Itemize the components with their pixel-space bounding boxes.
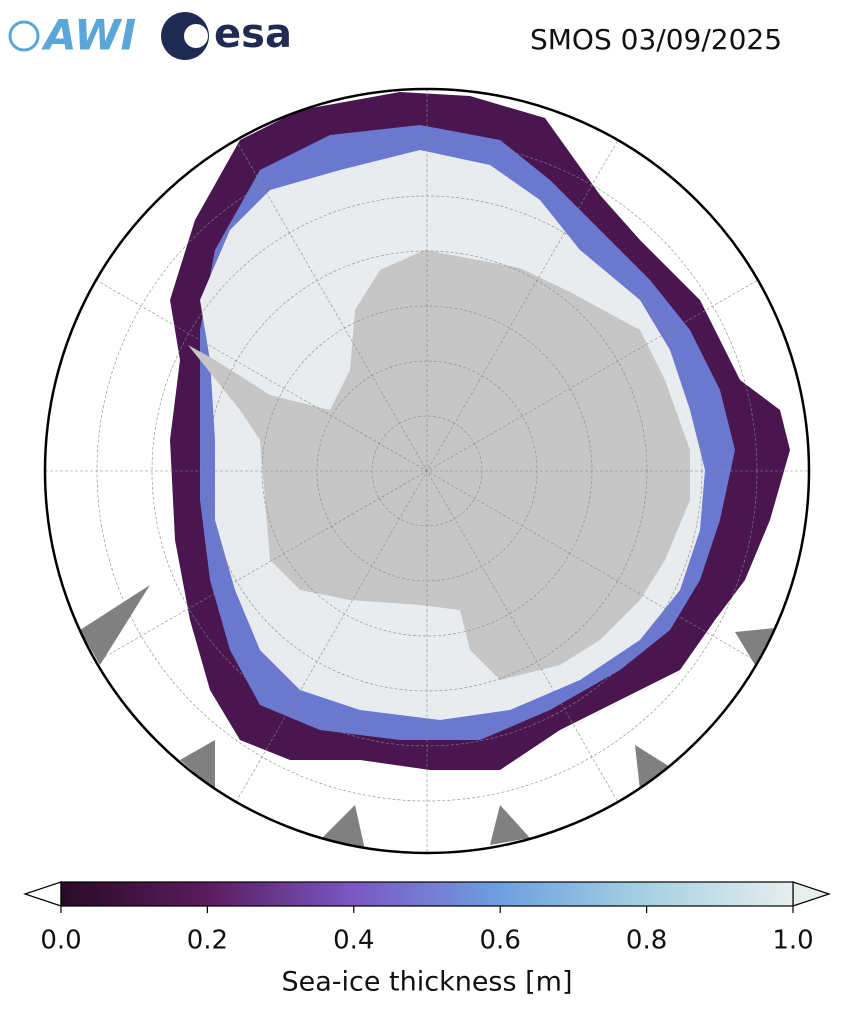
graticule bbox=[45, 89, 809, 853]
colorbar-tick-label: 0.6 bbox=[480, 926, 521, 956]
colorbar-ramp bbox=[60, 881, 794, 907]
colorbar-tick-label: 1.0 bbox=[772, 926, 813, 956]
antarctica bbox=[188, 250, 690, 680]
colorbar-under bbox=[23, 881, 62, 907]
colorbar-label: Sea-ice thickness [m] bbox=[281, 967, 572, 998]
colorbar-tick-label: 0.4 bbox=[333, 926, 374, 956]
colorbar: Sea-ice thickness [m] bbox=[23, 881, 831, 998]
colorbar-tick-label: 0.2 bbox=[187, 926, 228, 956]
awi-icon bbox=[8, 20, 40, 52]
colorbar-tick-label: 0.0 bbox=[40, 926, 81, 956]
awi-logo: AWI bbox=[41, 11, 136, 60]
esa-icon-inner bbox=[184, 24, 208, 48]
esa-logo: esa bbox=[214, 11, 292, 57]
map bbox=[45, 89, 809, 853]
title: SMOS 03/09/2025 bbox=[530, 23, 782, 56]
logos: AWI esa bbox=[8, 11, 292, 60]
map-frame bbox=[43, 87, 811, 855]
colorbar-over bbox=[792, 881, 831, 907]
colorbar-tick-label: 0.8 bbox=[626, 926, 667, 956]
